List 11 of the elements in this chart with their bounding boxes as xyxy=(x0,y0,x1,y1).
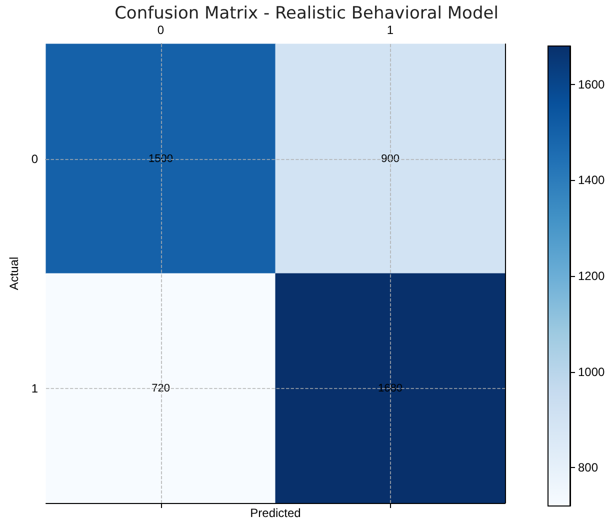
data-label: 900 xyxy=(381,152,400,165)
color-bar-label: 1000 xyxy=(578,364,606,379)
data-label: 720 xyxy=(152,382,170,394)
x-axis-title: Predicted xyxy=(250,506,301,520)
data-label: 1500 xyxy=(148,152,173,165)
y-axis-title: Actual xyxy=(7,256,21,290)
color-bar-label: 1400 xyxy=(578,173,606,188)
color-bar-label: 800 xyxy=(578,460,598,475)
chart-title: Confusion Matrix - Realistic Behavioral Model xyxy=(114,4,498,24)
color-bar-label: 1600 xyxy=(578,77,606,92)
color-bar-label: 1200 xyxy=(578,269,606,283)
